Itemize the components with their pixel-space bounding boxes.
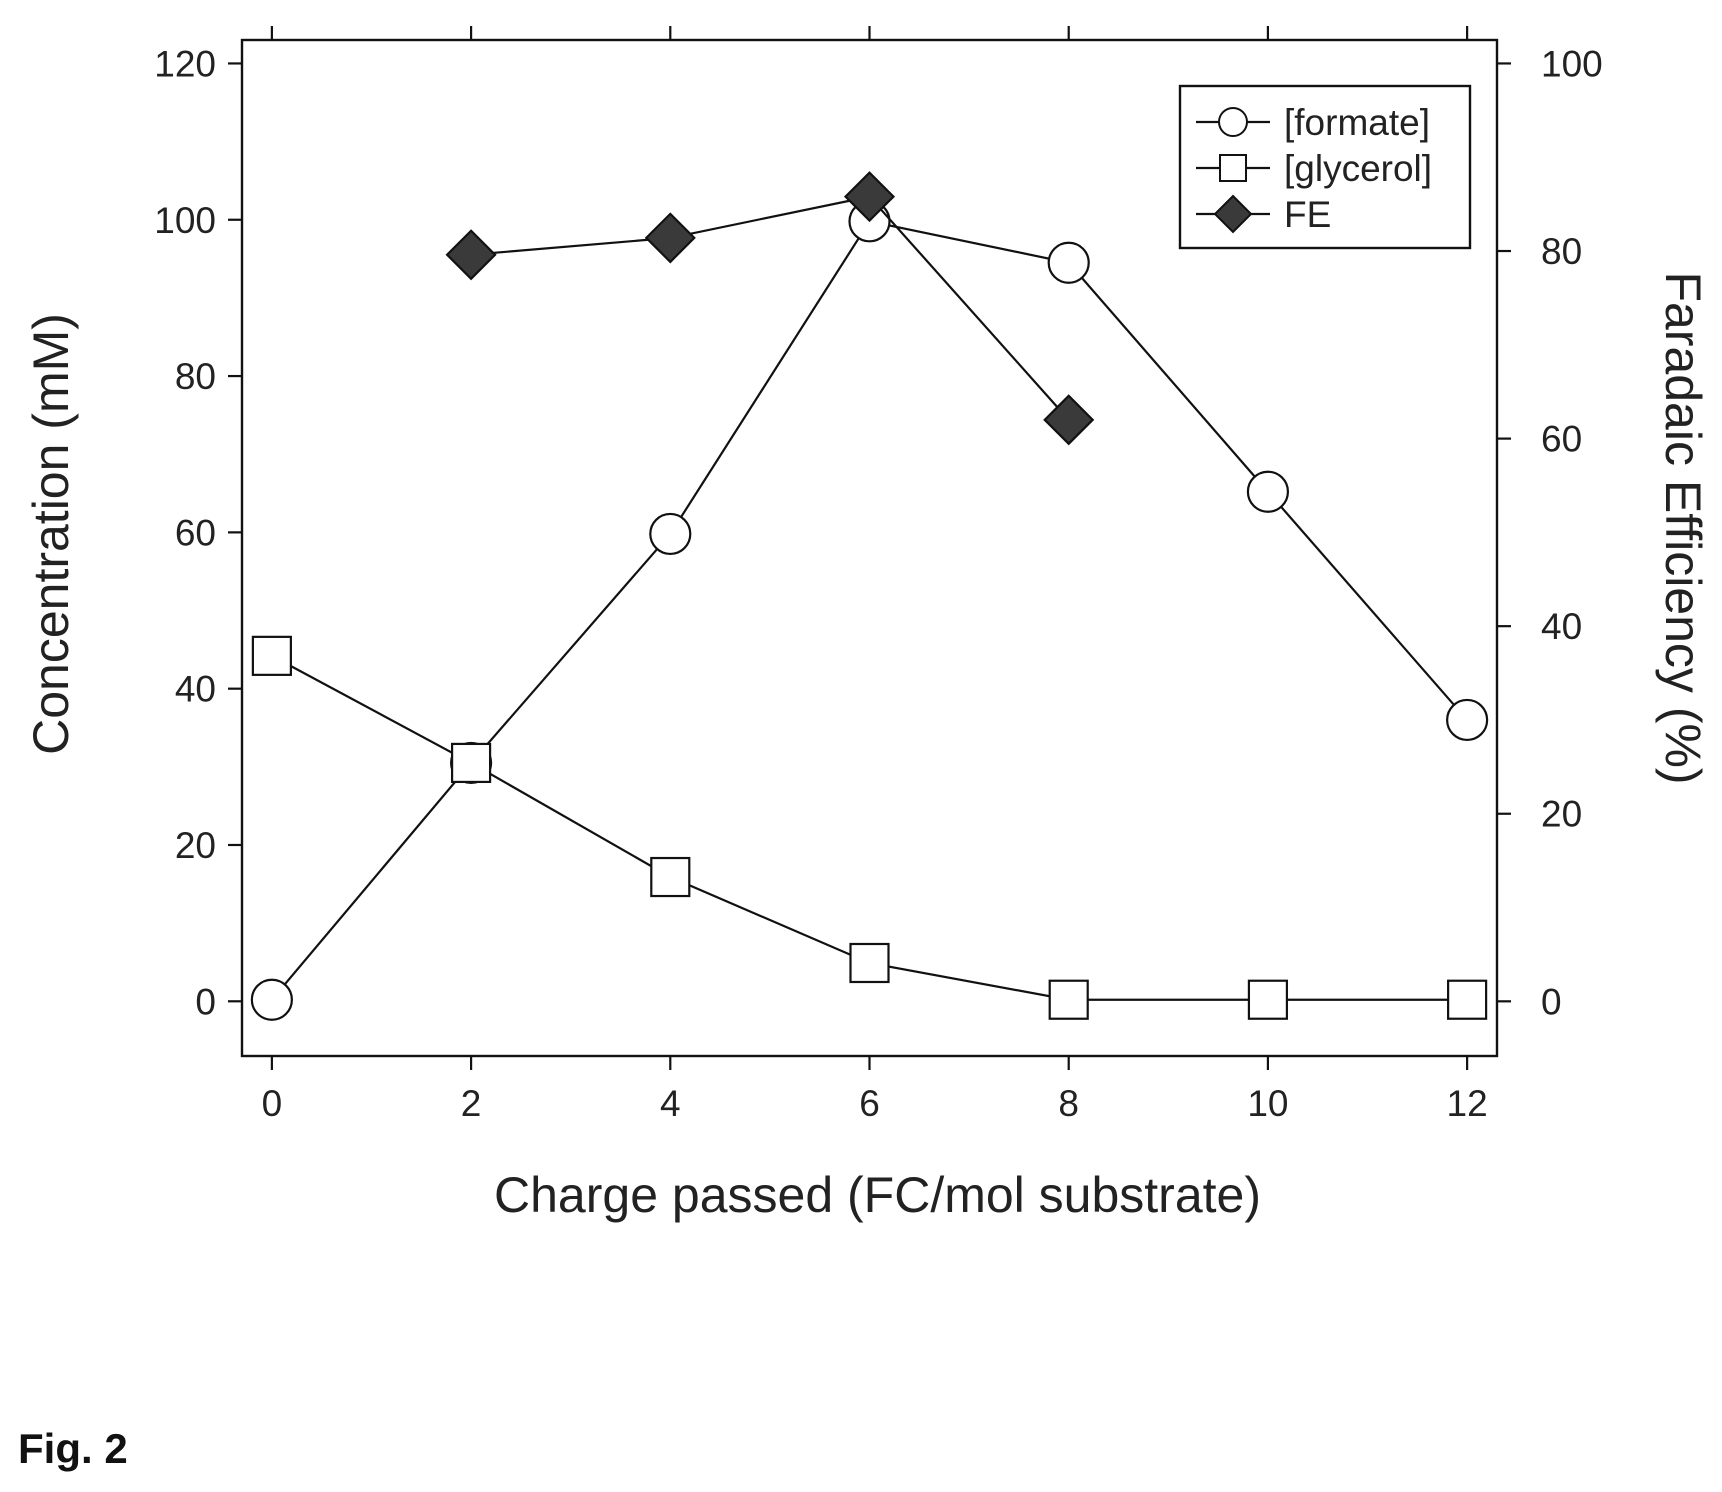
x-tick-label: 2 <box>461 1083 482 1124</box>
series-line <box>470 195 1070 421</box>
legend-marker-square <box>1219 154 1247 182</box>
data-point-square <box>450 742 492 784</box>
y-axis-title: Concentration (mM) <box>23 313 79 755</box>
data-point-diamond <box>445 229 497 281</box>
series-line <box>271 220 1468 1001</box>
legend: [formate] [glycerol] FE <box>1178 84 1472 250</box>
data-point-square <box>1247 979 1289 1020</box>
legend-label: [glycerol] <box>1284 148 1432 189</box>
y-tick-label: 80 <box>175 356 216 397</box>
y-tick-label: 40 <box>175 669 216 710</box>
data-point-circle <box>250 978 293 1021</box>
x-axis-title: Charge passed (FC/mol substrate) <box>494 1167 1261 1223</box>
y-tick-label: 120 <box>154 43 216 84</box>
data-point-circle <box>1446 698 1489 742</box>
legend-marker-diamond <box>1213 194 1253 234</box>
data-point-diamond <box>1043 394 1095 446</box>
data-point-diamond <box>843 171 896 223</box>
data-point-diamond <box>644 212 696 264</box>
y2-tick-label: 60 <box>1541 419 1582 460</box>
data-point-square <box>251 635 292 676</box>
series-group <box>250 171 1489 1021</box>
series-diamond <box>445 171 1095 446</box>
data-point-circle <box>1047 241 1090 284</box>
y-tick-label: 20 <box>175 825 216 866</box>
legend-marker-circle <box>1218 107 1248 137</box>
x-tick-label: 8 <box>1058 1083 1079 1124</box>
y-tick-label: 0 <box>195 981 216 1022</box>
y2-tick-label: 80 <box>1541 231 1582 272</box>
series-circle <box>250 200 1489 1021</box>
series-square <box>251 635 1488 1020</box>
figure-label: Fig. 2 <box>18 1425 128 1472</box>
y2-tick-label: 20 <box>1541 794 1582 835</box>
legend-item: FE <box>1196 194 1331 235</box>
data-point-square <box>1447 979 1488 1020</box>
data-point-square <box>1048 979 1089 1020</box>
y-tick-label: 60 <box>175 512 216 553</box>
x-tick-label: 6 <box>859 1083 880 1124</box>
legend-item: [glycerol] <box>1196 148 1432 189</box>
legend-label: [formate] <box>1284 102 1430 143</box>
x-tick-label: 4 <box>660 1083 681 1124</box>
x-tick-label: 10 <box>1247 1083 1288 1124</box>
y2-tick-label: 0 <box>1541 981 1562 1022</box>
x-tick-label: 0 <box>262 1083 283 1124</box>
y2-tick-label: 40 <box>1541 606 1582 647</box>
data-point-square <box>650 856 691 898</box>
data-point-circle <box>1246 470 1290 513</box>
y-tick-label: 100 <box>154 200 216 241</box>
x-tick-label: 12 <box>1447 1083 1488 1124</box>
legend-item: [formate] <box>1196 102 1430 143</box>
legend-label: FE <box>1284 194 1331 235</box>
y2-tick-label: 100 <box>1541 43 1603 84</box>
data-point-square <box>849 942 890 984</box>
data-point-circle <box>649 512 692 556</box>
y2-axis-title: Faradaic Efficiency (%) <box>1655 271 1711 784</box>
